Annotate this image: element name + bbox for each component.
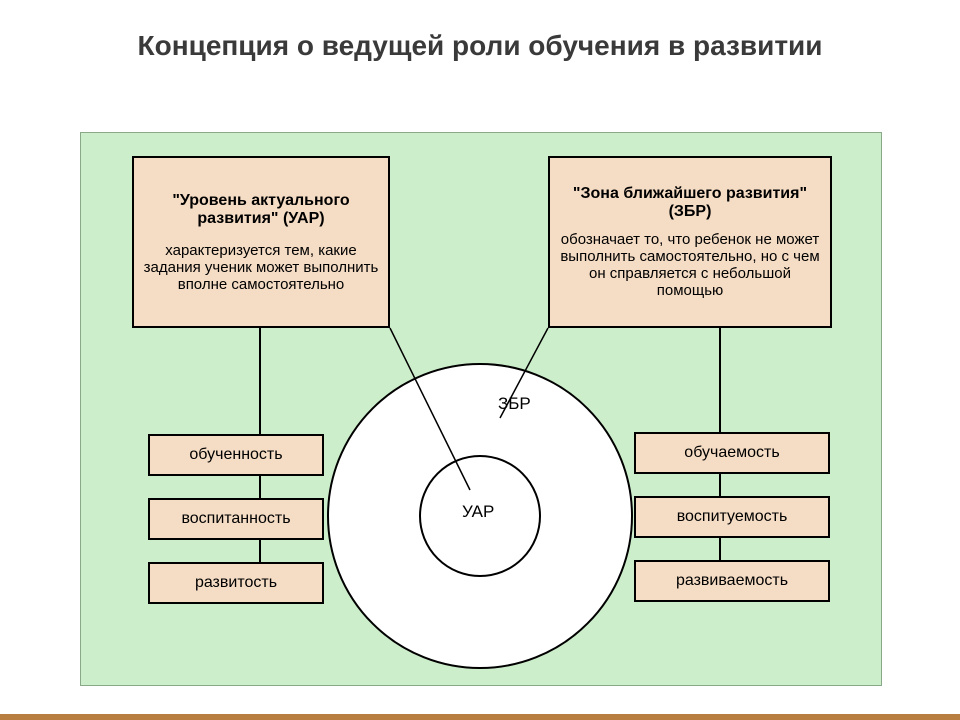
right-attr-1: воспитуемость (634, 496, 830, 538)
concept-box-uar: "Уровень актуального развития" (УАР) хар… (132, 156, 390, 328)
diagram-svg (0, 0, 960, 720)
right-attr-0: обучаемость (634, 432, 830, 474)
left-attr-0: обученность (148, 434, 324, 476)
inner-label-uar: УАР (462, 502, 494, 522)
concept-box-uar-title: "Уровень актуального развития" (УАР) (142, 192, 380, 228)
left-attr-2-label: развитость (195, 574, 277, 592)
left-attr-1-label: воспитанность (181, 510, 290, 528)
concept-box-zbr-title: "Зона ближайшего развития" (ЗБР) (558, 185, 822, 221)
slide-root: Концепция о ведущей роли обучения в разв… (0, 0, 960, 720)
concept-box-zbr: "Зона ближайшего развития" (ЗБР) обознач… (548, 156, 832, 328)
left-attr-1: воспитанность (148, 498, 324, 540)
right-attr-0-label: обучаемость (684, 444, 779, 462)
right-attr-2: развиваемость (634, 560, 830, 602)
left-attr-0-label: обученность (189, 446, 282, 464)
left-attr-2: развитость (148, 562, 324, 604)
concept-box-uar-body: характеризуется тем, какие задания учени… (142, 242, 380, 293)
concept-box-zbr-body: обозначает то, что ребенок не может выпо… (558, 231, 822, 299)
right-attr-2-label: развиваемость (676, 572, 788, 590)
right-attr-1-label: воспитуемость (677, 508, 788, 526)
ring-label-zbr: ЗБР (498, 394, 531, 414)
slide-bottom-accent (0, 714, 960, 720)
